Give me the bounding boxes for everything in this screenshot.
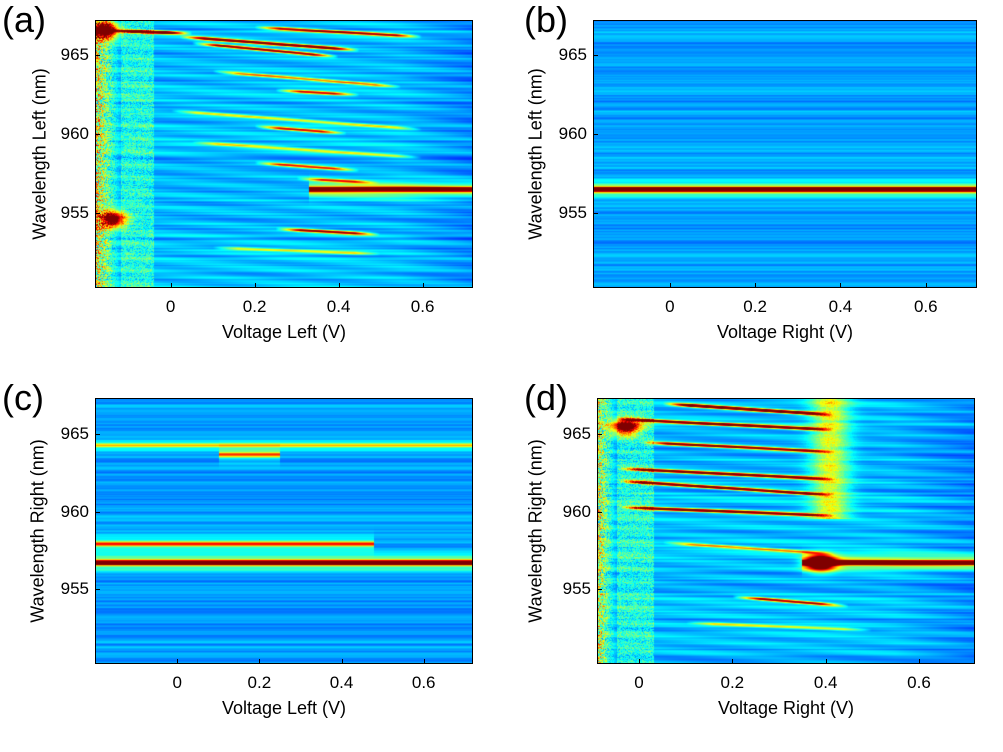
y-tick-mark bbox=[95, 589, 100, 591]
heatmap-canvas bbox=[96, 399, 472, 663]
x-tick-mark bbox=[669, 283, 671, 288]
x-tick-label: 0.6 bbox=[907, 673, 931, 692]
y-tick-label: 960 bbox=[562, 501, 591, 521]
x-tick-mark bbox=[423, 659, 425, 664]
y-tick-mark bbox=[593, 54, 598, 56]
y-tick-mark bbox=[597, 433, 602, 435]
x-tick-label: 0.2 bbox=[242, 297, 267, 316]
x-axis-label: Voltage Left (V) bbox=[221, 698, 347, 718]
y-tick-mark bbox=[593, 134, 598, 136]
x-tick-label: 0.6 bbox=[913, 297, 938, 316]
x-tick-mark bbox=[422, 283, 424, 288]
x-tick-mark bbox=[840, 283, 842, 288]
y-tick-mark bbox=[95, 54, 100, 56]
y-tick-label: 955 bbox=[558, 203, 587, 223]
x-tick-label: 0 bbox=[172, 673, 182, 692]
x-tick-label: 0.4 bbox=[329, 673, 354, 692]
x-tick-mark bbox=[341, 659, 343, 664]
x-tick-label: 0.6 bbox=[410, 297, 435, 316]
x-tick-mark bbox=[732, 659, 734, 664]
x-tick-mark bbox=[755, 283, 757, 288]
y-axis-label: Wavelength Left (nm) bbox=[525, 68, 546, 240]
heatmap-area bbox=[95, 20, 473, 288]
x-tick-label: 0.4 bbox=[828, 297, 853, 316]
heatmap-area bbox=[95, 398, 473, 664]
y-tick-label: 960 bbox=[60, 501, 89, 521]
x-tick-mark bbox=[177, 659, 179, 664]
x-tick-mark bbox=[919, 659, 920, 664]
y-tick-label: 965 bbox=[562, 423, 591, 443]
y-tick-label: 960 bbox=[60, 124, 89, 144]
x-tick-label: 0.4 bbox=[326, 297, 351, 316]
x-tick-label: 0.2 bbox=[743, 297, 767, 316]
x-tick-mark bbox=[259, 659, 261, 664]
heatmap-canvas bbox=[96, 21, 472, 287]
y-axis-label: Wavelength Right (nm) bbox=[525, 439, 546, 623]
x-tick-label: 0 bbox=[665, 297, 675, 316]
y-tick-label: 955 bbox=[60, 579, 89, 599]
x-tick-mark bbox=[825, 659, 827, 664]
heatmap-canvas bbox=[594, 21, 976, 287]
y-tick-mark bbox=[95, 511, 100, 513]
x-tick-mark bbox=[925, 283, 927, 288]
y-tick-label: 965 bbox=[558, 44, 587, 64]
y-axis-label: Wavelength Left (nm) bbox=[29, 68, 50, 240]
x-tick-mark bbox=[338, 283, 340, 288]
y-tick-label: 955 bbox=[562, 579, 591, 599]
y-tick-mark bbox=[597, 589, 602, 591]
x-axis-label: Voltage Left (V) bbox=[221, 322, 347, 342]
x-tick-mark bbox=[170, 283, 172, 288]
y-tick-mark bbox=[95, 213, 100, 215]
y-tick-mark bbox=[593, 213, 598, 215]
y-tick-label: 955 bbox=[60, 203, 89, 223]
x-tick-label: 0.2 bbox=[720, 673, 745, 692]
x-tick-label: 0.6 bbox=[411, 673, 436, 692]
x-tick-mark bbox=[639, 659, 640, 664]
y-tick-label: 965 bbox=[60, 423, 89, 443]
panel-letter: (c) bbox=[2, 377, 44, 418]
x-tick-label: 0 bbox=[634, 673, 644, 692]
panel-letter: (a) bbox=[2, 0, 46, 40]
heatmap-area bbox=[597, 398, 975, 664]
x-axis-label: Voltage Right (V) bbox=[717, 698, 855, 718]
x-tick-mark bbox=[254, 283, 256, 288]
panel-letter: (b) bbox=[524, 0, 568, 40]
x-tick-label: 0.4 bbox=[813, 673, 838, 692]
y-tick-mark bbox=[597, 511, 602, 513]
x-tick-label: 0 bbox=[165, 297, 176, 316]
y-tick-mark bbox=[95, 433, 100, 435]
x-axis-label: Voltage Right (V) bbox=[716, 322, 854, 342]
y-axis-label: Wavelength Right (nm) bbox=[27, 439, 48, 623]
y-tick-label: 965 bbox=[60, 44, 89, 64]
y-tick-mark bbox=[95, 134, 100, 136]
heatmap-area bbox=[593, 20, 977, 288]
x-tick-label: 0.2 bbox=[247, 673, 272, 692]
y-tick-label: 960 bbox=[558, 124, 587, 144]
panel-letter: (d) bbox=[524, 377, 568, 418]
heatmap-canvas bbox=[598, 399, 974, 663]
